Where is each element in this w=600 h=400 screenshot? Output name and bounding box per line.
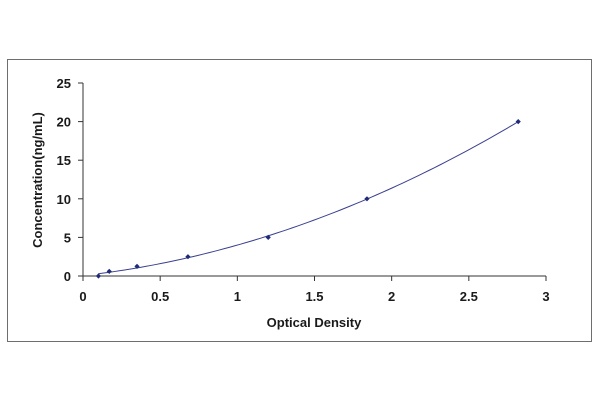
data-point [95,273,102,279]
y-tick-label: 20 [57,115,71,130]
y-tick-label: 0 [64,269,71,284]
x-ticks: 0 0.5 1 1.5 2 2.5 3 [79,276,550,304]
chart-frame [7,59,592,342]
fit-curve-layer [98,121,519,275]
data-point [265,234,271,240]
y-tick-label: 15 [57,153,71,168]
data-point [364,196,370,202]
y-ticks: 0 5 10 15 20 25 [57,76,83,284]
y-tick-label: 25 [57,76,71,91]
data-point [106,268,112,274]
data-point [515,119,521,125]
data-points [95,119,521,279]
x-tick-label: 2 [388,289,395,304]
data-point [134,263,140,269]
y-axis-title: Concentration(ng/mL) [30,112,45,248]
x-axis-title: Optical Density [267,315,362,330]
x-tick-label: 1.5 [305,289,323,304]
x-tick-label: 3 [542,289,549,304]
x-tick-label: 2.5 [460,289,478,304]
x-tick-label: 1 [234,289,241,304]
x-tick-label: 0 [79,289,86,304]
y-tick-label: 10 [57,192,71,207]
y-tick-label: 5 [64,230,71,245]
x-tick-label: 0.5 [151,289,169,304]
axes [82,83,546,277]
data-point [185,254,191,260]
fit-curve [98,121,519,275]
